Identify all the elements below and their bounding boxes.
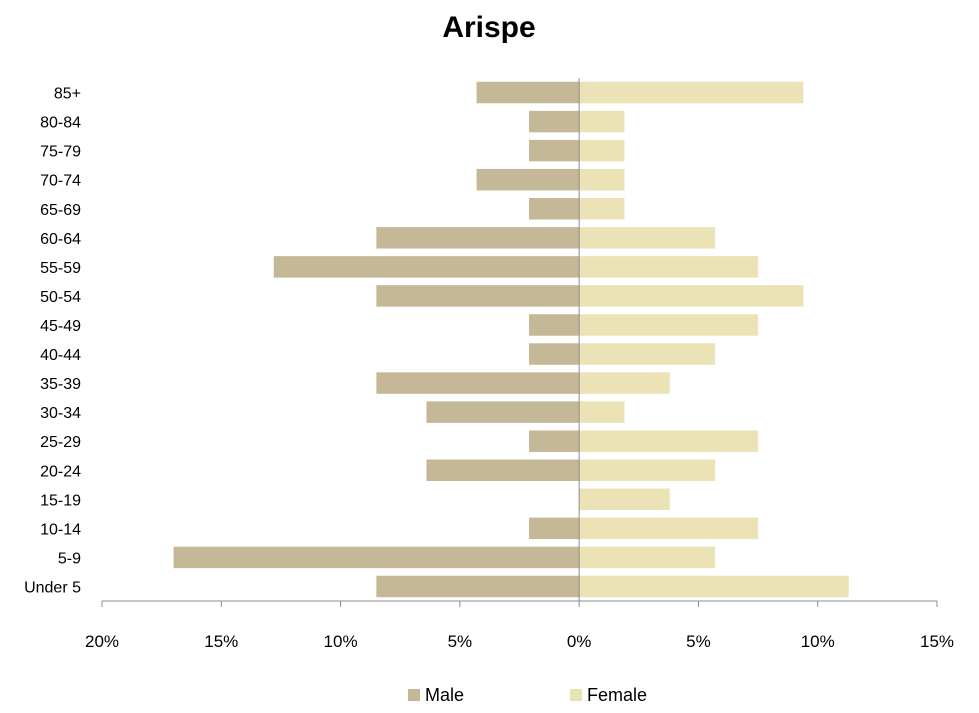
bar-male-85+ bbox=[476, 81, 580, 104]
legend-swatch-male bbox=[408, 689, 420, 701]
x-tick-label: 0% bbox=[567, 632, 592, 651]
bar-female-70-74 bbox=[579, 168, 625, 191]
category-label: 35-39 bbox=[40, 376, 81, 393]
x-tick-label: 20% bbox=[85, 632, 119, 651]
legend-label-female: Female bbox=[587, 685, 647, 705]
bar-male-60-64 bbox=[376, 227, 580, 249]
category-label: 70-74 bbox=[40, 173, 81, 190]
x-tick-label: 5% bbox=[686, 632, 711, 651]
bar-female-45-49 bbox=[579, 314, 759, 336]
category-label: Under 5 bbox=[24, 579, 81, 596]
bar-male-70-74 bbox=[476, 168, 580, 191]
category-label: 55-59 bbox=[40, 260, 81, 277]
bar-female-35-39 bbox=[579, 372, 670, 394]
bar-female-85+ bbox=[579, 81, 804, 104]
category-label: 80-84 bbox=[40, 115, 81, 132]
bar-female-60-64 bbox=[579, 227, 716, 249]
bars-group bbox=[173, 81, 849, 598]
bar-male-10-14 bbox=[529, 517, 580, 540]
category-label: 30-34 bbox=[40, 405, 81, 422]
bar-female-5-9 bbox=[579, 546, 716, 569]
bar-male-75-79 bbox=[529, 139, 580, 162]
bar-female-20-24 bbox=[579, 459, 716, 482]
bar-female-50-54 bbox=[579, 285, 804, 307]
legend-swatch-female bbox=[570, 689, 582, 701]
bar-male-5-9 bbox=[173, 546, 580, 569]
category-label: 50-54 bbox=[40, 289, 81, 306]
category-label: 10-14 bbox=[40, 521, 81, 538]
legend: Male Female bbox=[408, 685, 647, 705]
x-tick-label: 10% bbox=[324, 632, 358, 651]
bar-male-30-34 bbox=[426, 401, 580, 423]
bar-female-55-59 bbox=[579, 256, 759, 278]
chart-title: Arispe bbox=[442, 11, 535, 44]
bar-male-under-5 bbox=[376, 575, 580, 598]
category-label: 40-44 bbox=[40, 347, 81, 364]
bar-female-80-84 bbox=[579, 110, 625, 133]
x-tick-label: 10% bbox=[801, 632, 835, 651]
legend-label-male: Male bbox=[425, 685, 464, 705]
bar-male-20-24 bbox=[426, 459, 580, 482]
category-label: 60-64 bbox=[40, 231, 81, 248]
bar-female-under-5 bbox=[579, 575, 849, 598]
bar-male-45-49 bbox=[529, 314, 580, 336]
category-label: 75-79 bbox=[40, 144, 81, 161]
category-label: 15-19 bbox=[40, 492, 81, 509]
x-tick-label: 15% bbox=[920, 632, 954, 651]
category-label: 65-69 bbox=[40, 202, 81, 219]
bar-female-10-14 bbox=[579, 517, 759, 540]
bar-female-15-19 bbox=[579, 488, 670, 511]
category-label: 5-9 bbox=[58, 550, 81, 567]
bar-female-30-34 bbox=[579, 401, 625, 423]
x-axis: 20% 15% 10% 5% 0% 5% 10% 15% bbox=[85, 78, 954, 651]
bar-female-25-29 bbox=[579, 430, 759, 452]
bar-female-65-69 bbox=[579, 197, 625, 220]
bar-male-40-44 bbox=[529, 343, 580, 365]
category-label: 85+ bbox=[54, 86, 81, 103]
bar-male-50-54 bbox=[376, 285, 580, 307]
category-label: 45-49 bbox=[40, 318, 81, 335]
category-labels: Under 5 5-9 10-14 15-19 20-24 25-29 30-34 35-39… bbox=[24, 86, 81, 597]
bar-male-65-69 bbox=[529, 197, 580, 220]
bar-female-75-79 bbox=[579, 139, 625, 162]
bar-male-80-84 bbox=[529, 110, 580, 133]
bar-male-55-59 bbox=[273, 256, 580, 278]
x-tick-label: 5% bbox=[448, 632, 473, 651]
x-tick-label: 15% bbox=[204, 632, 238, 651]
bar-male-35-39 bbox=[376, 372, 580, 394]
bar-female-40-44 bbox=[579, 343, 716, 365]
category-label: 25-29 bbox=[40, 434, 81, 451]
category-label: 20-24 bbox=[40, 463, 81, 480]
bar-male-25-29 bbox=[529, 430, 580, 452]
